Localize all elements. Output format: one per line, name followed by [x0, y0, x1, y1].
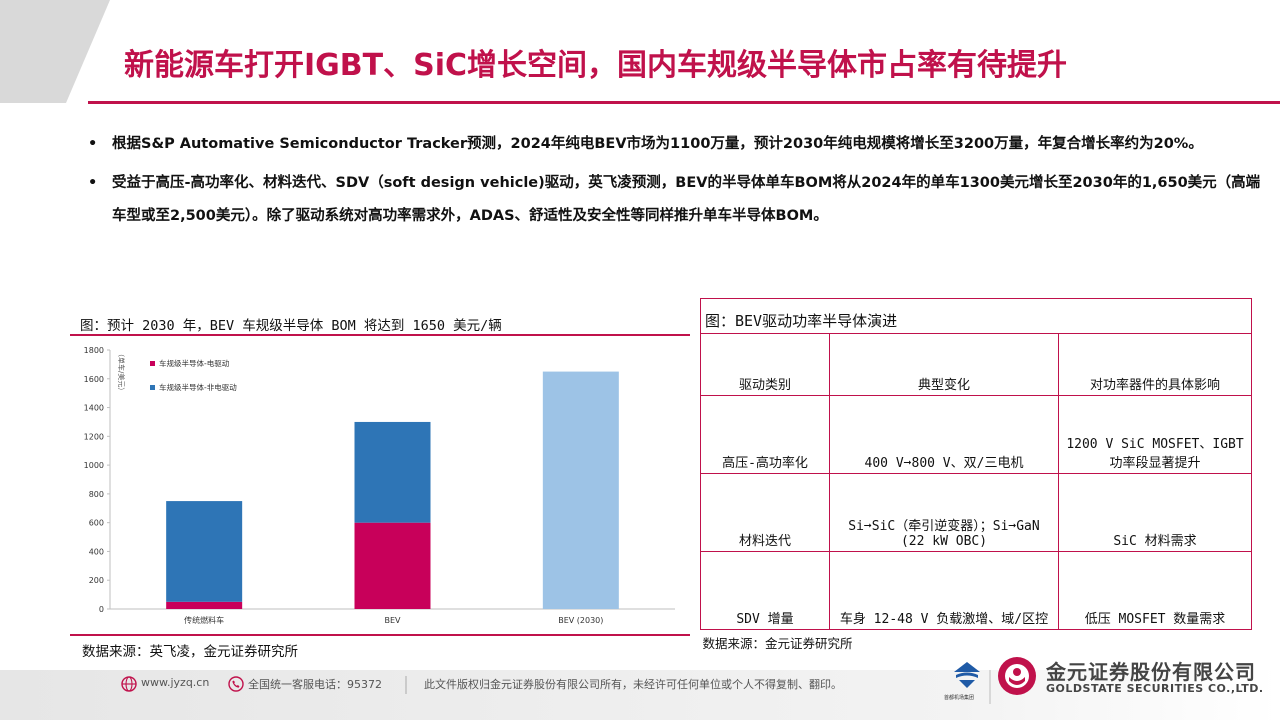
legend-swatch	[150, 361, 155, 366]
x-tick-label: BEV	[384, 616, 401, 625]
bullet-item: • 根据S&P Automative Semiconductor Tracker…	[80, 128, 1270, 161]
chart-top-rule	[70, 334, 690, 336]
globe-icon	[121, 676, 137, 692]
table-header-category: 驱动类别	[700, 333, 830, 396]
bar-segment	[166, 601, 243, 609]
chart-caption: 图：预计 2030 年，BEV 车规级半导体 BOM 将达到 1650 美元/辆	[80, 318, 502, 334]
footer-copyright: 此文件版权归金元证券股份有限公司所有，未经许可任何单位或个人不得复制、翻印。	[424, 678, 842, 691]
bullet-dot-icon: •	[88, 175, 98, 191]
table-cell: 低压 MOSFET 数量需求	[1058, 551, 1252, 630]
y-tick-label: 0	[99, 605, 104, 614]
legend-swatch	[150, 385, 155, 390]
phone-icon	[228, 676, 244, 692]
evolution-table: 图：BEV驱动功率半导体演进 驱动类别 典型变化 对功率器件的具体影响 高压-高…	[700, 298, 1252, 654]
table-cell: 400 V➞800 V、双/三电机	[829, 395, 1059, 474]
bar-segment	[354, 522, 431, 609]
y-tick-label: 1000	[84, 461, 104, 470]
legend-label: 车规级半导体-非电驱动	[159, 382, 237, 392]
bullet-dot-icon: •	[88, 136, 98, 152]
table-header-change: 典型变化	[829, 333, 1059, 396]
page-title: 新能源车打开IGBT、SiC增长空间，国内车规级半导体市占率有待提升	[124, 48, 1068, 83]
table-cell: Si➞SiC（牵引逆变器）；Si➞GaN (22 kW OBC)	[829, 473, 1059, 552]
company-name-en: GOLDSTATE SECURITIES CO.,LTD.	[1046, 682, 1264, 695]
y-tick-label: 1600	[84, 375, 104, 384]
bar-segment	[166, 501, 243, 602]
bullet-list: • 根据S&P Automative Semiconductor Tracker…	[80, 128, 1270, 237]
y-tick-label: 1200	[84, 432, 104, 441]
footer-hotline: 全国统一客服电话：95372	[248, 678, 382, 691]
footer-website[interactable]: www.jyzq.cn	[141, 676, 210, 689]
bullet-text: 根据S&P Automative Semiconductor Tracker预测…	[112, 136, 1203, 152]
y-tick-label: 1400	[84, 404, 104, 413]
title-divider	[88, 101, 1280, 104]
airport-group-logo-icon	[954, 662, 980, 688]
y-tick-label: 600	[89, 519, 104, 528]
table-cell: SiC 材料需求	[1058, 473, 1252, 552]
bullet-item: • 受益于高压-高功率化、材料迭代、SDV（soft design vehicl…	[80, 167, 1270, 233]
table-row: 材料迭代 Si➞SiC（牵引逆变器）；Si➞GaN (22 kW OBC) Si…	[700, 473, 1252, 552]
footer-background	[0, 670, 1280, 720]
table-cell: 车身 12-48 V 负载激增、域/区控	[829, 551, 1059, 630]
sub-logo-text: 首都机场集团	[944, 695, 975, 701]
legend-label: 车规级半导体-电驱动	[159, 358, 230, 368]
y-tick-label: 400	[89, 547, 104, 556]
x-tick-label: BEV (2030)	[558, 616, 603, 625]
bom-bar-chart: 0 200 400 600 800 1000 1200 1400 1600 1800 （单车/美元）…	[84, 346, 675, 625]
bullet-text: 受益于高压-高功率化、材料迭代、SDV（soft design vehicle)…	[112, 175, 1261, 224]
bar-segment	[354, 421, 431, 523]
y-tick-label: 800	[89, 490, 104, 499]
y-tick-label: 200	[89, 576, 104, 585]
table-row: SDV 增量 车身 12-48 V 负载激增、域/区控 低压 MOSFET 数量…	[700, 551, 1252, 630]
chart-source: 数据来源：英飞凌，金元证券研究所	[82, 644, 298, 660]
table-cell: 高压-高功率化	[700, 395, 830, 474]
table-cell: 材料迭代	[700, 473, 830, 552]
table-cell: SDV 增量	[700, 551, 830, 630]
company-name-cn: 金元证券股份有限公司	[1046, 660, 1256, 684]
table-row: 高压-高功率化 400 V➞800 V、双/三电机 1200 V SiC MOS…	[700, 395, 1252, 474]
table-caption: 图：BEV驱动功率半导体演进	[700, 298, 1252, 334]
corner-decoration	[0, 0, 110, 103]
bar-segment	[542, 371, 619, 609]
evolution-table-box: 图：BEV驱动功率半导体演进 驱动类别 典型变化 对功率器件的具体影响 高压-高…	[700, 298, 1252, 658]
x-tick-label: 传统燃料车	[184, 615, 224, 625]
y-axis-label: （单车/美元）	[117, 350, 126, 394]
table-source: 数据来源：金元证券研究所	[702, 635, 853, 651]
chart-bottom-rule	[70, 634, 690, 636]
table-header-impact: 对功率器件的具体影响	[1058, 333, 1252, 396]
table-cell: 1200 V SiC MOSFET、IGBT 功率段显著提升	[1058, 395, 1252, 474]
company-logo-icon	[998, 657, 1036, 695]
y-tick-label: 1800	[84, 346, 104, 355]
